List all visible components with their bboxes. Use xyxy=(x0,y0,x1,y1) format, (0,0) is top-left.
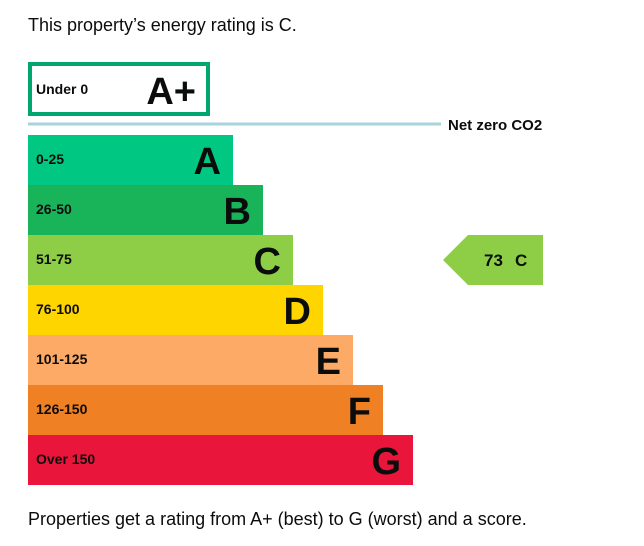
current-rating-score: 73 xyxy=(484,251,503,270)
band-g-letter: G xyxy=(371,441,401,483)
band-b-range: 26-50 xyxy=(36,201,72,217)
band-a-letter: A xyxy=(194,141,221,183)
band-a-plus: Under 0 A+ xyxy=(28,62,210,116)
band-e-bar xyxy=(28,335,353,385)
band-b-letter: B xyxy=(224,191,251,233)
band-f-range: 126-150 xyxy=(36,401,88,417)
band-a-plus-range: Under 0 xyxy=(36,81,88,97)
current-rating-marker: 73 C xyxy=(443,235,543,285)
band-c-letter: C xyxy=(254,241,281,283)
band-d-letter: D xyxy=(284,291,311,333)
current-rating-letter: C xyxy=(515,251,527,270)
band-d-bar xyxy=(28,285,323,335)
band-d-range: 76-100 xyxy=(36,301,80,317)
band-e-range: 101-125 xyxy=(36,351,88,367)
band-f-letter: F xyxy=(348,391,371,433)
band-c-range: 51-75 xyxy=(36,251,72,267)
band-f-bar xyxy=(28,385,383,435)
band-a-bar xyxy=(28,135,233,185)
band-a-plus-box xyxy=(28,62,210,116)
band-b-bar xyxy=(28,185,263,235)
band-a-range: 0-25 xyxy=(36,151,64,167)
rating-bands: 0-25 A 26-50 B 51-75 C 76-100 D 101-125 E 126-150 F… xyxy=(28,135,413,485)
band-a-plus-letter: A+ xyxy=(146,71,196,113)
band-e-letter: E xyxy=(316,341,341,383)
rating-explanation: Properties get a rating from A+ (best) t… xyxy=(28,509,527,529)
current-rating-arrow xyxy=(443,235,543,285)
band-g-bar xyxy=(28,435,413,485)
band-c-bar xyxy=(28,235,293,285)
energy-rating-summary: This property’s energy rating is C. xyxy=(28,15,297,35)
net-zero-label: Net zero CO2 xyxy=(448,117,542,134)
band-g-range: Over 150 xyxy=(36,451,95,467)
